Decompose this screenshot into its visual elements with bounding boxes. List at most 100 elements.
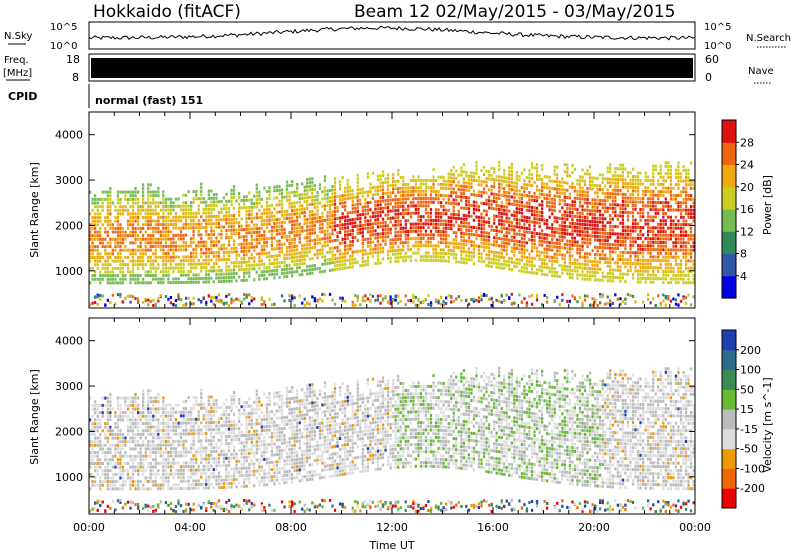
power-cell — [142, 198, 144, 201]
power-cell — [377, 215, 379, 218]
power-cell — [392, 184, 394, 187]
power-cell — [415, 197, 417, 200]
power-cell — [627, 269, 629, 272]
power-cell — [162, 249, 164, 252]
power-cell — [354, 221, 356, 224]
power-cell — [213, 266, 215, 269]
power-cell — [347, 244, 349, 247]
power-cell — [256, 205, 258, 208]
power-cell — [357, 192, 359, 195]
power-cell — [301, 208, 303, 211]
power-cell — [417, 252, 419, 255]
power-cell — [579, 223, 581, 226]
power-cell — [243, 243, 245, 246]
power-cell — [478, 249, 480, 252]
power-cell — [208, 204, 210, 207]
power-cell — [617, 182, 619, 185]
power-cell — [185, 223, 187, 226]
power-cell — [546, 175, 548, 178]
power-cell — [554, 187, 556, 190]
power-cell — [559, 253, 561, 256]
power-cell — [652, 248, 654, 251]
power-cell — [167, 234, 169, 237]
power-cell — [306, 247, 308, 250]
power-cell — [435, 197, 437, 200]
power-cell — [531, 231, 533, 234]
power-cell — [624, 273, 626, 276]
power-cell — [604, 206, 606, 209]
power-cell — [147, 216, 149, 219]
power-cell — [488, 170, 490, 173]
power-cell — [102, 278, 104, 281]
power-cell — [102, 263, 104, 266]
power-cell — [291, 209, 293, 212]
power-cell — [496, 208, 498, 211]
power-cell — [299, 201, 301, 204]
power-cell — [382, 181, 384, 184]
power-cell — [134, 278, 136, 281]
power-cell — [165, 234, 167, 237]
power-cell — [425, 201, 427, 204]
power-cell — [586, 220, 588, 223]
power-cell — [251, 257, 253, 260]
power-cell — [440, 219, 442, 222]
power-cell — [682, 198, 684, 201]
power-cell — [369, 300, 371, 303]
power-cell — [581, 248, 583, 251]
power-cell — [539, 211, 541, 214]
power-cell — [460, 192, 462, 195]
power-cell — [382, 199, 384, 202]
power-cell — [357, 225, 359, 228]
power-cell — [584, 191, 586, 194]
power-cell — [493, 240, 495, 243]
power-cell — [294, 194, 296, 197]
power-cell — [435, 244, 437, 247]
power-cell — [246, 296, 248, 299]
power-cell — [291, 260, 293, 263]
power-cell — [233, 221, 235, 224]
power-cell — [602, 192, 604, 195]
power-cell — [460, 196, 462, 199]
power-cell — [513, 265, 515, 268]
power-cell — [460, 246, 462, 249]
power-cell — [162, 245, 164, 248]
power-cell — [387, 217, 389, 220]
power-cell — [597, 271, 599, 274]
power-cell — [233, 207, 235, 210]
power-cell — [329, 247, 331, 250]
power-cell — [652, 216, 654, 219]
power-cell — [142, 223, 144, 226]
power-cell — [104, 238, 106, 241]
power-cell — [579, 266, 581, 269]
power-cell — [642, 266, 644, 269]
power-cell — [485, 264, 487, 267]
power-cell — [268, 219, 270, 222]
power-cell — [468, 204, 470, 207]
power-cell — [458, 181, 460, 184]
power-cell — [665, 190, 667, 193]
power-cell — [357, 196, 359, 199]
power-cell — [283, 221, 285, 224]
power-cell — [685, 194, 687, 197]
power-cell — [301, 204, 303, 207]
power-cell — [435, 255, 437, 258]
power-cell — [685, 263, 687, 266]
power-cell — [637, 197, 639, 200]
power-cell — [440, 303, 442, 306]
power-cell — [667, 267, 669, 270]
power-cell — [137, 297, 139, 300]
power-cell — [677, 172, 679, 175]
power-cell — [243, 298, 245, 301]
power-cell — [564, 170, 566, 173]
power-cell — [198, 234, 200, 237]
power-cell — [448, 234, 450, 237]
power-cell — [94, 301, 96, 304]
power-cell — [198, 230, 200, 233]
power-cell — [142, 238, 144, 241]
power-cell — [331, 299, 333, 302]
power-cell — [167, 198, 169, 201]
power-cell — [551, 249, 553, 252]
power-cell — [233, 276, 235, 279]
power-cell — [124, 231, 126, 234]
power-cell — [410, 190, 412, 193]
